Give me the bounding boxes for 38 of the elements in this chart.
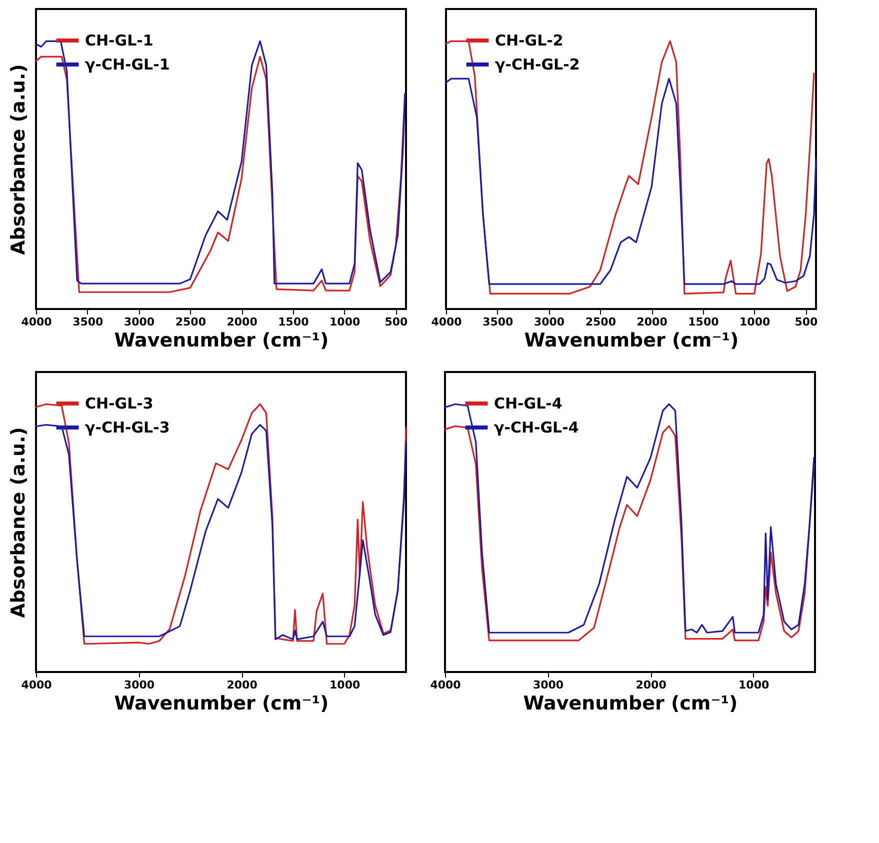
legend-label: CH-GL-3 bbox=[85, 394, 154, 412]
x-axis-title: Wavenumber (cm⁻¹) bbox=[524, 330, 739, 352]
legend-label: γ-CH-GL-3 bbox=[85, 418, 170, 436]
x-tick-label: 4000 bbox=[21, 678, 52, 692]
x-tick-label: 3000 bbox=[534, 316, 565, 328]
x-tick-label: 2500 bbox=[175, 316, 206, 328]
x-tick-label: 1500 bbox=[688, 316, 720, 328]
x-tick-label: 500 bbox=[794, 316, 818, 328]
x-tick-label: 1000 bbox=[738, 678, 770, 692]
x-axis-title: Wavenumber (cm⁻¹) bbox=[114, 330, 329, 352]
x-tick-label: 1000 bbox=[330, 316, 360, 328]
x-tick-label: 4000 bbox=[430, 678, 462, 692]
x-tick-label: 2000 bbox=[226, 678, 258, 692]
legend-label: γ-CH-GL-1 bbox=[85, 56, 170, 74]
legend-label: CH-GL-2 bbox=[495, 32, 564, 50]
x-tick-label: 1000 bbox=[330, 678, 360, 692]
x-tick-label: 2000 bbox=[636, 678, 667, 692]
legend-label: CH-GL-1 bbox=[85, 32, 154, 50]
x-tick-label: 4000 bbox=[21, 316, 52, 328]
x-tick-label: 1000 bbox=[740, 316, 770, 328]
x-tick-label: 3500 bbox=[72, 316, 104, 328]
x-tick-label: 2500 bbox=[585, 316, 616, 328]
legend-label: CH-GL-4 bbox=[494, 394, 562, 412]
x-tick-label: 3000 bbox=[124, 316, 155, 328]
x-tick-label: 500 bbox=[384, 316, 408, 328]
legend-label: γ-CH-GL-2 bbox=[495, 56, 580, 74]
x-tick-label: 3000 bbox=[532, 678, 564, 692]
legend-label: γ-CH-GL-4 bbox=[494, 418, 579, 436]
x-tick-label: 3000 bbox=[124, 678, 155, 692]
y-axis-title: Absorbance (a.u.) bbox=[8, 427, 30, 618]
x-tick-label: 2000 bbox=[636, 316, 668, 328]
x-tick-label: 1500 bbox=[278, 316, 310, 328]
y-axis-title: Absorbance (a.u.) bbox=[8, 64, 30, 255]
x-axis-title: Wavenumber (cm⁻¹) bbox=[114, 692, 329, 714]
x-tick-label: 3500 bbox=[482, 316, 514, 328]
x-tick-label: 4000 bbox=[431, 316, 462, 328]
x-tick-label: 2000 bbox=[226, 316, 258, 328]
x-axis-title: Wavenumber (cm⁻¹) bbox=[523, 692, 738, 714]
